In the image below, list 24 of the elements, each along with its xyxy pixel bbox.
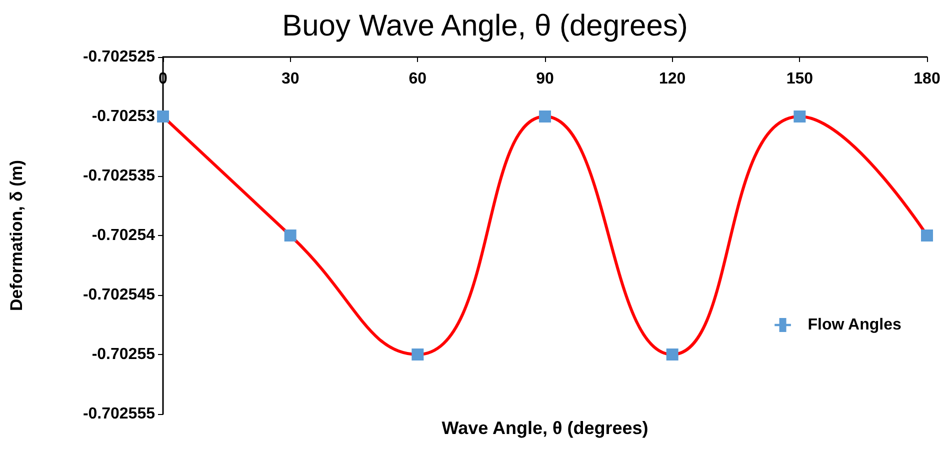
point [539, 110, 551, 122]
y-tick-label: -0.702525 [82, 48, 156, 66]
point [921, 230, 933, 242]
x-axis-title: Wave Angle, θ (degrees) [442, 418, 648, 438]
y-tick-label: -0.70255 [92, 346, 156, 363]
x-tick-label: 90 [536, 70, 554, 88]
x-tick-label: 150 [786, 70, 814, 88]
x-tick-label: 60 [408, 70, 427, 88]
point [794, 110, 806, 122]
x-tick-label: 30 [281, 70, 300, 88]
legend-label: Flow Angles [808, 316, 902, 334]
y-tick-label: -0.702545 [82, 286, 156, 304]
y-tick-label: -0.70253 [92, 108, 156, 125]
point [157, 110, 169, 122]
x-tick-label: 120 [658, 70, 686, 88]
point [666, 348, 678, 360]
x-tick-label: 180 [914, 70, 940, 88]
point [412, 348, 424, 360]
y-tick-label: -0.702535 [82, 168, 156, 184]
y-tick-label: -0.70254 [92, 227, 156, 244]
y-axis-title: Deformation, δ (m) [7, 160, 26, 312]
y-tick-label: -0.702555 [82, 406, 156, 422]
point [284, 230, 296, 242]
chart-title: Buoy Wave Angle, θ (degrees) [282, 10, 688, 42]
